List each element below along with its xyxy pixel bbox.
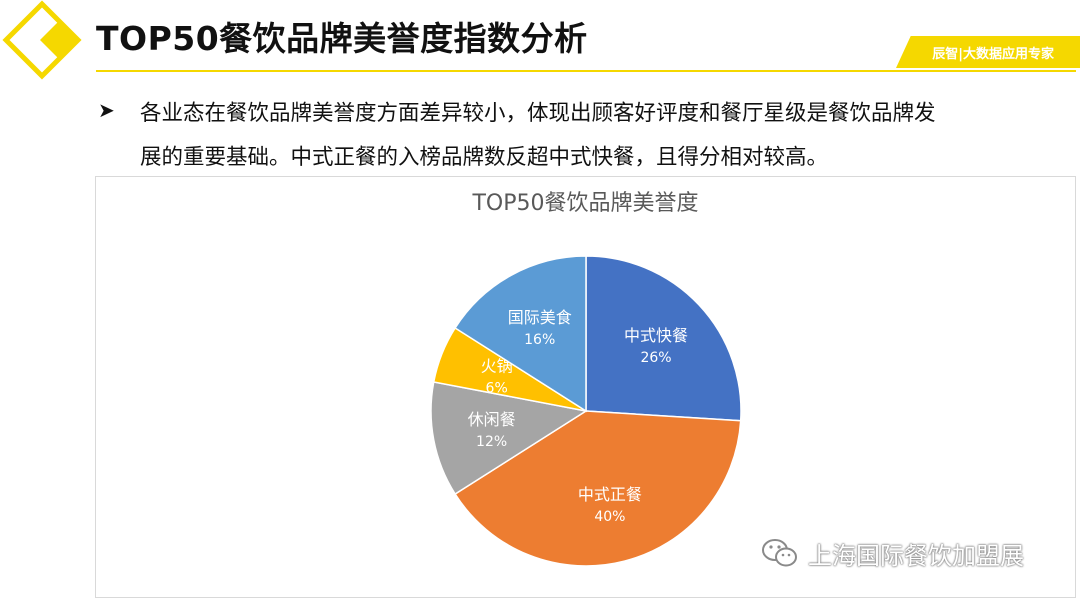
pie-value-3: 6% bbox=[486, 381, 508, 397]
pie-slice-0 bbox=[585, 255, 742, 422]
arrow-bullet-icon: ➤ bbox=[98, 98, 115, 122]
chart-title: TOP50餐饮品牌美誉度 bbox=[472, 191, 699, 216]
bullet-paragraph: 各业态在餐饮品牌美誉度方面差异较小，体现出顾客好评度和餐厅星级是餐饮品牌发 展的… bbox=[140, 92, 1070, 180]
pie-slice-4 bbox=[454, 255, 587, 413]
pie-label-0: 中式快餐 bbox=[624, 326, 688, 345]
pie-value-2: 12% bbox=[476, 434, 507, 450]
watermark: 上海国际餐饮加盟展 bbox=[760, 536, 1024, 570]
pie-label-2: 休闲餐 bbox=[468, 410, 516, 429]
pie-slice-1 bbox=[454, 410, 742, 567]
pie-value-0: 26% bbox=[640, 350, 671, 366]
logo-diamond-icon bbox=[2, 0, 82, 80]
bullet-line-1: 各业态在餐饮品牌美誉度方面差异较小，体现出顾客好评度和餐厅星级是餐饮品牌发 bbox=[140, 101, 936, 126]
pie-value-4: 16% bbox=[524, 332, 555, 348]
pie-chart: 中式快餐 26% 中式正餐 40% 休闲餐 12% 火锅 6% 国际美食 16% bbox=[430, 255, 742, 567]
chart-frame: TOP50餐饮品牌美誉度 中式快餐 26% 中式正餐 40% 休闲餐 12% 火锅 6% 国际美… bbox=[95, 176, 1076, 598]
pie-value-1: 40% bbox=[594, 509, 625, 525]
title-divider bbox=[96, 70, 1076, 72]
brand-tag: 辰智|大数据应用专家 bbox=[896, 36, 1080, 68]
watermark-text: 上海国际餐饮加盟展 bbox=[808, 541, 1024, 570]
wechat-icon bbox=[762, 539, 797, 567]
pie-label-4: 国际美食 bbox=[508, 308, 572, 327]
pie-slice-2 bbox=[430, 381, 589, 496]
page-title: TOP50餐饮品牌美誉度指数分析 bbox=[96, 19, 588, 58]
pie-label-1: 中式正餐 bbox=[578, 485, 642, 504]
pie-label-3: 火锅 bbox=[481, 357, 513, 376]
bullet-line-2: 展的重要基础。中式正餐的入榜品牌数反超中式快餐，且得分相对较高。 bbox=[140, 145, 829, 170]
